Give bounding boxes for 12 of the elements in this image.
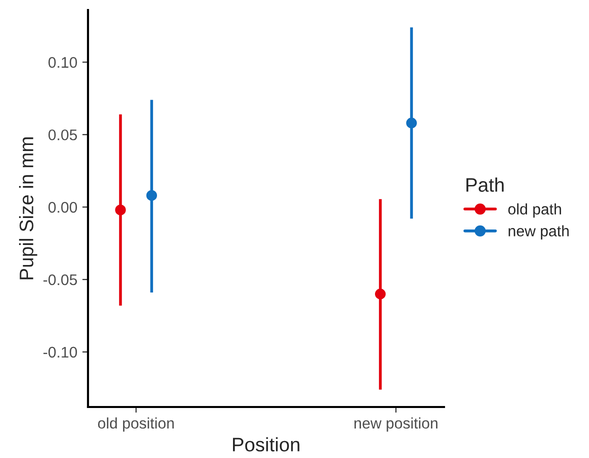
legend-label: old path — [508, 203, 562, 218]
y-tick-label: 0.10 — [48, 57, 77, 68]
y-tick-label: 0.05 — [48, 129, 77, 140]
x-axis-title: Position — [233, 437, 300, 452]
x-tick-label: new position — [354, 417, 438, 432]
y-tick-label: -0.05 — [43, 274, 77, 286]
x-tick-label: old position — [98, 417, 174, 432]
y-tick-label: -0.10 — [43, 346, 77, 358]
y-tick-label: 0.00 — [48, 202, 77, 213]
legend-title: Path — [466, 178, 504, 192]
y-axis-title: Pupil Size in mm — [19, 137, 38, 280]
legend-label: new path — [508, 225, 569, 240]
